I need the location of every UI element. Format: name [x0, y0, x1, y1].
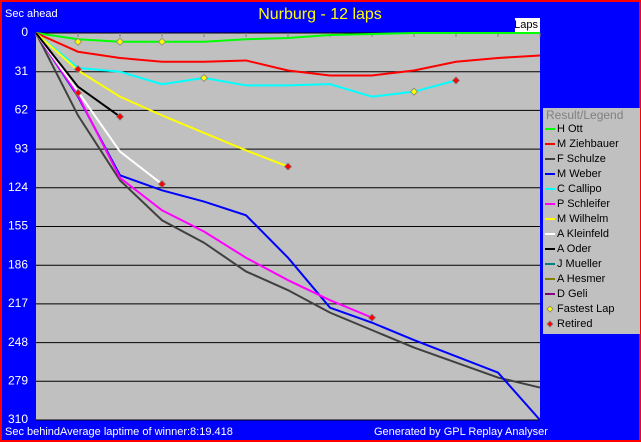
y-tick-label: 248 [8, 335, 28, 349]
series-line [35, 32, 163, 185]
y-tick-label: 279 [8, 373, 28, 387]
legend-label: H Ott [557, 123, 583, 135]
y-tick-label: 31 [15, 64, 29, 78]
legend-label: P Schleifer [557, 198, 610, 210]
marker [283, 162, 293, 171]
legend-label: Fastest Lap [557, 303, 614, 315]
marker [157, 179, 167, 189]
y-label-top: Sec ahead [5, 8, 58, 20]
series-line [35, 32, 121, 118]
y-tick-label: 93 [15, 141, 29, 155]
y-tick-label: 310 [8, 412, 28, 426]
footer-credit: Generated by GPL Replay Analyser [374, 426, 548, 438]
chart-title: Nurburg - 12 laps [258, 6, 382, 23]
marker [157, 37, 167, 46]
legend-marker [546, 305, 554, 313]
series-line [35, 32, 373, 319]
x-label: Laps [514, 19, 538, 31]
marker [115, 112, 125, 121]
legend-label: F Schulze [557, 153, 606, 165]
legend-marker [546, 320, 554, 328]
marker [73, 88, 83, 97]
y-tick-label: 0 [21, 25, 28, 39]
series-line [35, 32, 541, 421]
marker [367, 313, 377, 322]
legend-label: M Weber [557, 168, 602, 180]
legend-label: A Hesmer [557, 273, 606, 285]
y-tick-label: 217 [8, 296, 28, 310]
y-label-bottom: Sec behind [5, 426, 60, 438]
y-tick-label: 155 [8, 219, 28, 233]
legend-label: M Ziehbauer [557, 138, 619, 150]
legend-label: A Kleinfeld [557, 228, 609, 240]
legend-label: A Oder [557, 243, 592, 255]
legend [543, 108, 640, 334]
series-line [35, 32, 457, 98]
marker [73, 65, 83, 74]
legend-label: M Wilhelm [557, 213, 608, 225]
marker [451, 76, 461, 85]
legend-label: C Callipo [557, 183, 602, 195]
y-tick-label: 186 [8, 257, 28, 271]
y-tick-label: 124 [8, 180, 28, 194]
series-line [35, 32, 541, 389]
marker [115, 37, 125, 46]
x-label-box [515, 18, 540, 32]
marker [199, 73, 209, 83]
marker [409, 87, 419, 96]
legend-label: D Geli [557, 288, 588, 300]
series-line [35, 32, 541, 77]
legend-label: Retired [557, 318, 592, 330]
marker [73, 37, 83, 46]
footer-note: Average laptime of winner:8:19.418 [60, 426, 233, 438]
legend-title: Result/Legend [546, 108, 623, 122]
legend-label: J Mueller [557, 258, 602, 270]
y-tick-label: 62 [15, 103, 29, 117]
